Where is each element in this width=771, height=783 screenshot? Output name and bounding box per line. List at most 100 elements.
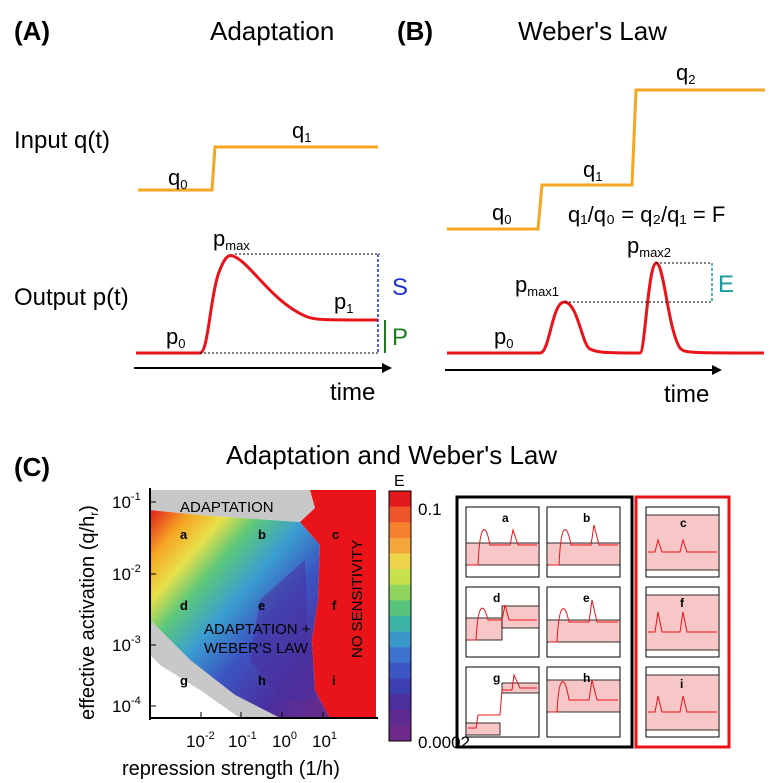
example-d: d — [465, 586, 540, 658]
x-tick-2: 10-1 — [228, 712, 257, 751]
example-f: f — [645, 586, 720, 658]
region-adaptation-label: ADAPTATION — [180, 499, 274, 516]
svg-text:101: 101 — [312, 730, 337, 751]
colorbar-band — [389, 506, 411, 523]
y-tick-3: 10-3 — [112, 634, 156, 655]
nosens-examples-box — [634, 495, 731, 749]
p-label: P — [392, 324, 408, 351]
output-curve-b — [447, 261, 765, 355]
x-tick-4: 101 — [312, 712, 337, 751]
heat-letter-e: e — [258, 598, 265, 613]
time-label-a: time — [330, 379, 375, 406]
adaptation-region — [150, 490, 315, 522]
input-label: Input q(t) — [14, 127, 110, 154]
q1-label-a: q1 — [292, 118, 311, 145]
time-label-b: time — [664, 381, 709, 408]
svg-text:a: a — [502, 511, 509, 525]
q2-label-b: q2 — [676, 60, 695, 87]
p0-label-b: p0 — [494, 324, 513, 351]
example-c: c — [645, 506, 720, 578]
svg-text:10-2: 10-2 — [112, 563, 141, 584]
x-tick-3: 100 — [272, 712, 297, 751]
adaptation-examples-box — [455, 495, 634, 749]
svg-text:10-2: 10-2 — [186, 730, 215, 751]
example-g: g — [465, 666, 540, 738]
example-i: i — [645, 666, 720, 738]
svg-text:d: d — [493, 591, 500, 605]
weber-core — [250, 560, 315, 700]
colorbar-band — [389, 725, 411, 742]
pmax2-label-b: pmax2 — [627, 233, 671, 260]
colorbar-band — [389, 709, 411, 726]
colorbar-band — [389, 600, 411, 617]
colorbar-band — [389, 662, 411, 679]
input-step-b — [447, 88, 765, 231]
time-arrow-b — [712, 365, 722, 375]
heat-letter-b: b — [258, 527, 266, 542]
region-nosens-label: NO SENSITIVITY — [349, 540, 366, 658]
panel-c-title: Adaptation and Weber's Law — [226, 440, 557, 470]
panel-b-label: (B) — [397, 16, 433, 46]
colorbar-band — [389, 569, 411, 586]
x-axis-label: repression strength (1/h) — [122, 758, 340, 780]
e-label: E — [718, 271, 734, 298]
heat-letter-f: f — [332, 598, 337, 613]
q0-label-b: q0 — [492, 200, 511, 227]
svg-text:b: b — [583, 511, 590, 525]
y-axis-label: effective activation (q/hr) — [77, 505, 101, 720]
svg-text:g: g — [493, 671, 500, 685]
svg-text:i: i — [680, 677, 683, 691]
heat-letter-d: d — [180, 598, 188, 613]
colorbar-band — [389, 522, 411, 539]
example-e: e — [546, 586, 621, 658]
output-label: Output p(t) — [14, 284, 129, 311]
heat-letter-h: h — [258, 673, 266, 688]
no-sensitivity-region — [300, 490, 376, 718]
panel-b-title: Weber's Law — [518, 16, 667, 46]
x-tick-1: 10-2 — [186, 712, 215, 751]
p1-label-a: p1 — [334, 289, 353, 316]
colorbar-band — [389, 553, 411, 570]
panel-a-label: (A) — [14, 16, 50, 46]
colorbar-min-label: 0.0002 — [418, 733, 470, 752]
svg-text:e: e — [583, 591, 590, 605]
example-b: b — [546, 506, 621, 578]
colorbar-band — [389, 537, 411, 554]
q1-label-b: q1 — [583, 157, 602, 184]
colorbar-band — [389, 694, 411, 711]
p0-label-a: p0 — [166, 324, 185, 351]
time-arrow-a — [382, 363, 392, 373]
output-curve-a — [136, 254, 379, 355]
region-weber-label-1: ADAPTATION + — [204, 621, 311, 638]
ratio-equation: q₁/q₀ = q₂/q₁ = F — [568, 202, 725, 227]
heat-letter-i: i — [332, 673, 336, 688]
svg-text:10-3: 10-3 — [112, 634, 141, 655]
colorbar-band — [389, 491, 411, 508]
colorbar-border — [388, 490, 412, 742]
y-tick-2: 10-2 — [112, 563, 156, 584]
colorbar-max-label: 0.1 — [418, 500, 442, 519]
colorbar-band — [389, 631, 411, 648]
y-tick-1: 10-1 — [112, 491, 156, 512]
panel-c-label: (C) — [14, 452, 50, 482]
pmax-label-a: pmax — [213, 226, 250, 253]
svg-text:c: c — [680, 516, 687, 530]
heat-letter-a: a — [180, 527, 188, 542]
colorbar-bands — [388, 490, 412, 742]
svg-text:10-1: 10-1 — [112, 491, 141, 512]
svg-text:10-1: 10-1 — [228, 730, 257, 751]
region-weber-label-2: WEBER'S LAW — [204, 640, 309, 657]
q0-label-a: q0 — [168, 165, 187, 192]
heat-letter-c: c — [332, 527, 339, 542]
heat-letter-g: g — [180, 673, 188, 688]
phase-diagram — [150, 490, 376, 718]
svg-text:100: 100 — [272, 730, 297, 751]
s-label: S — [392, 274, 408, 301]
svg-text:f: f — [680, 596, 685, 610]
example-a: a — [465, 506, 540, 578]
example-h: h — [546, 666, 621, 738]
colorbar-band — [389, 584, 411, 601]
colorbar-band — [389, 678, 411, 695]
colorbar-band — [389, 616, 411, 633]
svg-text:10-4: 10-4 — [112, 695, 141, 716]
